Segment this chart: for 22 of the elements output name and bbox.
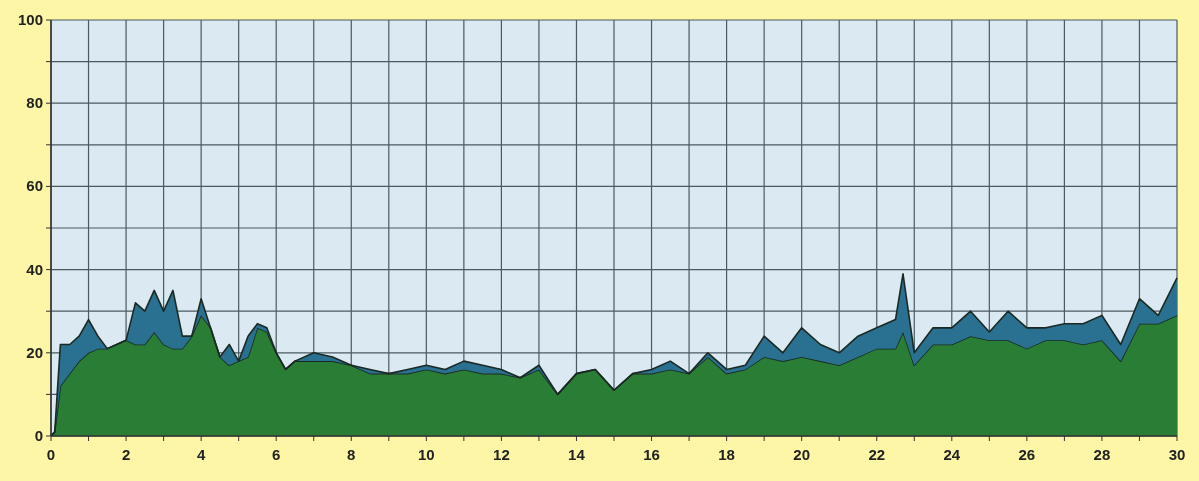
x-tick-label: 4	[196, 446, 206, 463]
x-tick-label: 22	[868, 446, 886, 463]
x-tick-label: 12	[493, 446, 510, 463]
y-tick-label: 40	[26, 260, 43, 278]
y-tick-label: 100	[17, 11, 43, 28]
x-tick-label: 30	[1168, 446, 1186, 463]
y-tick-label: 80	[26, 94, 43, 112]
x-tick-label: 2	[121, 446, 131, 463]
x-tick-label: 6	[272, 446, 281, 463]
x-tick-label: 8	[347, 446, 356, 463]
x-tick-label: 28	[1093, 446, 1111, 463]
y-tick-label: 20	[26, 343, 43, 361]
x-tick-label: 26	[1018, 446, 1036, 463]
x-tick-label: 18	[718, 446, 735, 463]
x-tick-label: 16	[643, 446, 660, 463]
x-tick-label: 20	[793, 446, 811, 463]
x-tick-label: 14	[568, 446, 586, 463]
x-tick-label: 0	[46, 446, 56, 463]
x-tick-label: 24	[943, 446, 961, 463]
y-tick-label: 0	[34, 427, 43, 444]
y-tick-label: 60	[26, 177, 43, 195]
x-tick-label: 10	[417, 446, 435, 463]
